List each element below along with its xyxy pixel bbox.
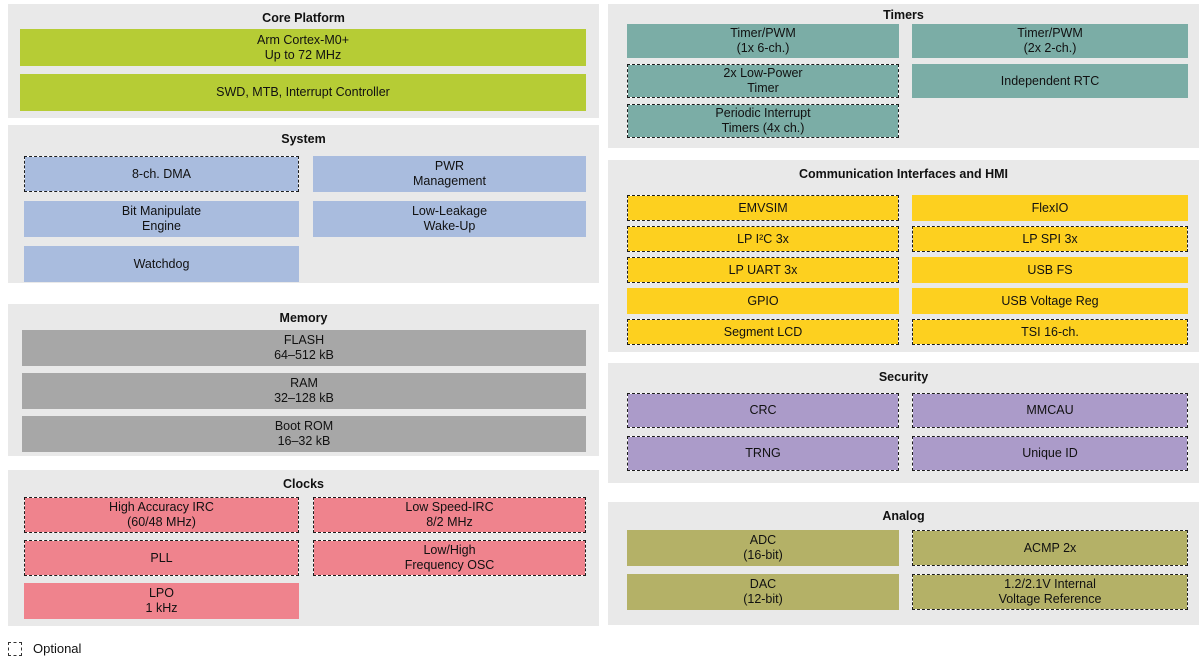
section-blocks: High Accuracy IRC (60/48 MHz) Low Speed-I… [24,497,586,619]
block-unique-id: Unique ID [912,436,1188,471]
section-communication-interfaces-and-hmi: Communication Interfaces and HMI EMVSIM Fl… [608,160,1199,352]
block-gpio: GPIO [627,288,899,314]
block-periodic-interrupt: Periodic Interrupt Timers (4x ch.) [627,104,899,138]
block-timer-pwm: Timer/PWM (2x 2-ch.) [912,24,1188,58]
block-lp-uart-3x: LP UART 3x [627,257,899,283]
block-crc: CRC [627,393,899,428]
section-core-platform: Core Platform Arm Cortex-M0+ Up to 72 MHz… [8,4,599,118]
block-flash: FLASH 64–512 kB [22,330,586,366]
legend-optional: Optional [8,641,81,656]
section-clocks: Clocks High Accuracy IRC (60/48 MHz) Low S… [8,470,599,626]
block-bit-manipulate: Bit Manipulate Engine [24,201,299,237]
section-blocks: Timer/PWM (1x 6-ch.) Timer/PWM (2x 2-ch.)… [627,24,1188,138]
optional-dashed-box-icon [8,641,22,656]
section-blocks: 8-ch. DMA PWR Management Bit Manipulate En… [24,156,586,282]
block-lp-spi-3x: LP SPI 3x [912,226,1188,252]
block-low-speed-irc: Low Speed-IRC 8/2 MHz [313,497,586,533]
block-pll: PLL [24,540,299,576]
block-trng: TRNG [627,436,899,471]
section-blocks: EMVSIM FlexIO LP I²C 3x LP SPI 3x LP UART 3x… [627,195,1188,345]
block-pwr: PWR Management [313,156,586,192]
section-timers: Timers Timer/PWM (1x 6-ch.) Timer/PWM (2x … [608,4,1199,148]
block-flexio: FlexIO [912,195,1188,221]
block-8-ch-dma: 8-ch. DMA [24,156,299,192]
section-analog: Analog ADC (16-bit) ACMP 2x DAC (12-bit) 1.2… [608,502,1199,625]
block-swd-mtb-interrupt-controller: SWD, MTB, Interrupt Controller [20,74,586,111]
block-dac: DAC (12-bit) [627,574,899,610]
block-low-leakage: Low-Leakage Wake-Up [313,201,586,237]
block-boot-rom: Boot ROM 16–32 kB [22,416,586,452]
section-title-system: System [281,132,326,146]
section-title-security: Security [878,370,929,384]
block-lpo: LPO 1 kHz [24,583,299,619]
section-title-timers: Timers [883,8,924,22]
section-system: System 8-ch. DMA PWR Management Bit Manipul… [8,125,599,283]
block-independent-rtc: Independent RTC [912,64,1188,98]
block-lp-i-c-3x: LP I²C 3x [627,226,899,252]
block-ram: RAM 32–128 kB [22,373,586,409]
block-arm-cortex-m0: Arm Cortex-M0+ Up to 72 MHz [20,29,586,66]
block-2x-low-power: 2x Low-Power Timer [627,64,899,98]
section-blocks: ADC (16-bit) ACMP 2x DAC (12-bit) 1.2/2.1V … [627,530,1188,610]
block-mmcau: MMCAU [912,393,1188,428]
section-blocks: Arm Cortex-M0+ Up to 72 MHz SWD, MTB, Int… [20,29,586,111]
section-blocks: CRC MMCAU TRNG Unique ID [627,393,1188,471]
section-blocks: FLASH 64–512 kB RAM 32–128 kB Boot ROM 16–… [22,330,586,452]
section-title-core-platform: Core Platform [262,11,345,25]
block-acmp-2x: ACMP 2x [912,530,1188,566]
block-timer-pwm: Timer/PWM (1x 6-ch.) [627,24,899,58]
block-segment-lcd: Segment LCD [627,319,899,345]
block-usb-fs: USB FS [912,257,1188,283]
block-high-accuracy-irc: High Accuracy IRC (60/48 MHz) [24,497,299,533]
legend-label: Optional [33,641,82,656]
block-1-2-2-1v-internal: 1.2/2.1V Internal Voltage Reference [912,574,1188,610]
block-emvsim: EMVSIM [627,195,899,221]
section-security: Security CRC MMCAU TRNG Unique ID [608,363,1199,483]
section-title-clocks: Clocks [283,477,324,491]
section-memory: Memory FLASH 64–512 kB RAM 32–128 kB Boot R… [8,304,599,456]
block-tsi-16-ch: TSI 16-ch. [912,319,1188,345]
block-low-high: Low/High Frequency OSC [313,540,586,576]
section-title-analog: Analog [882,509,925,523]
block-adc: ADC (16-bit) [627,530,899,566]
section-title-memory: Memory [279,311,328,325]
block-watchdog: Watchdog [24,246,299,282]
section-title-communication-interfaces-and-hmi: Communication Interfaces and HMI [798,167,1009,181]
block-usb-voltage-reg: USB Voltage Reg [912,288,1188,314]
